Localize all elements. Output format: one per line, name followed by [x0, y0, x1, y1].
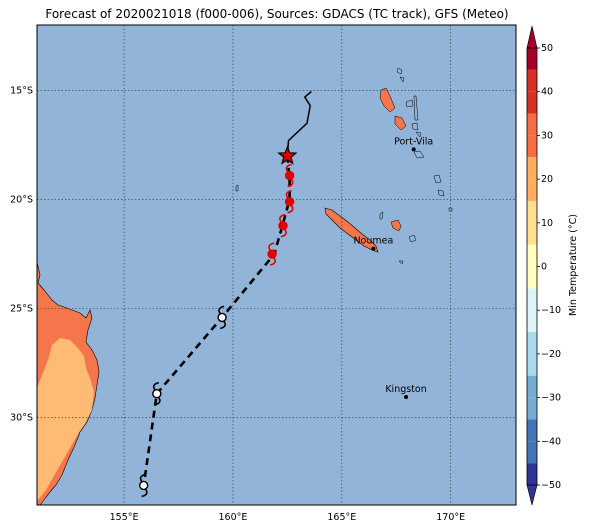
colorbar-band — [527, 157, 537, 180]
colorbar-band — [527, 135, 537, 158]
city-dot — [371, 246, 376, 251]
hurricane-symbol-icon — [278, 213, 288, 238]
colorbar-band — [527, 200, 537, 223]
colorbar-tick-label: −40 — [541, 436, 561, 447]
city-label: Noumea — [353, 236, 393, 247]
loyalty-island — [379, 211, 384, 220]
hurricane-symbol-icon — [284, 163, 295, 188]
colorbar-tick-label: −20 — [541, 349, 561, 360]
vanuatu-island — [413, 150, 425, 159]
colorbar-label: Min Temperature (°C) — [568, 214, 579, 316]
colorbar-tick-label: −10 — [541, 305, 561, 316]
map-area: Port-Vila Noumea Kingston — [37, 25, 516, 505]
observed-track-line — [286, 90, 312, 156]
colorbar-band — [527, 69, 537, 92]
forecast-track-line — [142, 155, 291, 486]
colorbar-band — [527, 419, 537, 442]
colorbar-band — [527, 244, 537, 267]
city-dot — [404, 395, 409, 399]
australia-hot-region — [37, 338, 94, 500]
tropical-storm-symbol-icon — [152, 381, 162, 406]
colorbar-band — [527, 397, 537, 420]
vanuatu-island — [396, 67, 403, 75]
colorbar-band — [527, 113, 537, 136]
colorbar-band — [527, 310, 537, 333]
current-position-star-icon — [277, 145, 298, 165]
small-island — [398, 260, 404, 265]
city-label: Kingston — [385, 384, 426, 395]
colorbar-tick-label: 10 — [541, 218, 553, 229]
colorbar-tick-label: −30 — [541, 393, 561, 404]
colorbar-extend-bottom — [526, 484, 538, 506]
colorbar-band — [527, 463, 537, 485]
colorbar-band — [527, 375, 537, 398]
lon-tick-label: 165°E — [327, 512, 356, 523]
colorbar-band — [527, 222, 537, 245]
vanuatu-island — [433, 174, 442, 184]
colorbar-band — [527, 353, 537, 376]
lat-tick-label: 25°S — [10, 304, 33, 315]
colorbar-band — [527, 48, 537, 70]
colorbar-tick-label: 40 — [541, 87, 553, 98]
colorbar-tick-label: 50 — [541, 43, 553, 54]
tropical-storm-symbol-icon — [138, 473, 149, 498]
lat-tick-label: 30°S — [10, 413, 33, 424]
colorbar-tick-label: −50 — [541, 480, 561, 491]
new-caledonia-land — [324, 207, 379, 253]
colorbar-band — [527, 266, 537, 289]
vanuatu-island — [405, 99, 414, 108]
vanuatu-island — [399, 76, 405, 83]
ocean — [37, 25, 516, 505]
vanuatu-island — [411, 122, 419, 131]
map-frame — [36, 24, 517, 506]
colorbar-tick-label: 30 — [541, 130, 553, 141]
colorbar-extend-top — [526, 25, 538, 49]
colorbar-tick-label: 0 — [541, 262, 547, 273]
vanuatu-island — [415, 131, 422, 138]
loyalty-island — [390, 219, 402, 232]
vanuatu-island — [437, 189, 445, 197]
city-label: Port-Vila — [394, 136, 433, 147]
hurricane-symbol-icon — [284, 189, 295, 214]
colorbar: 50 40 30 20 10 0 −10 −20 −30 −40 −50 — [526, 25, 561, 506]
lat-tick-label: 20°S — [10, 195, 33, 206]
map-title: Forecast of 2020021018 (f000-006), Sourc… — [45, 7, 508, 21]
axis-ticks: 155°E 160°E 165°E 170°E 15°S 20°S 25°S 30°S — [10, 85, 465, 523]
vanuatu-island — [448, 207, 453, 212]
lon-tick-label: 160°E — [219, 512, 248, 523]
colorbar-band — [527, 288, 537, 311]
tropical-storm-symbol-icon — [217, 305, 227, 330]
vanuatu-island — [413, 95, 419, 121]
colorbar-band — [527, 441, 537, 464]
hurricane-symbol-icon — [267, 242, 277, 266]
lat-tick-label: 15°S — [10, 85, 33, 96]
cities: Port-Vila Noumea Kingston — [353, 136, 433, 399]
storm-symbols — [138, 163, 295, 498]
colorbar-tick-label: 20 — [541, 174, 553, 185]
colorbar-band — [527, 91, 537, 114]
small-island — [235, 184, 239, 192]
gridlines — [37, 25, 516, 505]
vanuatu-island — [379, 87, 396, 113]
lon-tick-label: 155°E — [110, 512, 139, 523]
colorbar-band — [527, 179, 537, 201]
lon-tick-label: 170°E — [436, 512, 465, 523]
colorbar-band — [527, 332, 537, 354]
vanuatu-island — [394, 115, 407, 131]
city-dot — [411, 147, 416, 152]
loyalty-island — [408, 234, 417, 243]
